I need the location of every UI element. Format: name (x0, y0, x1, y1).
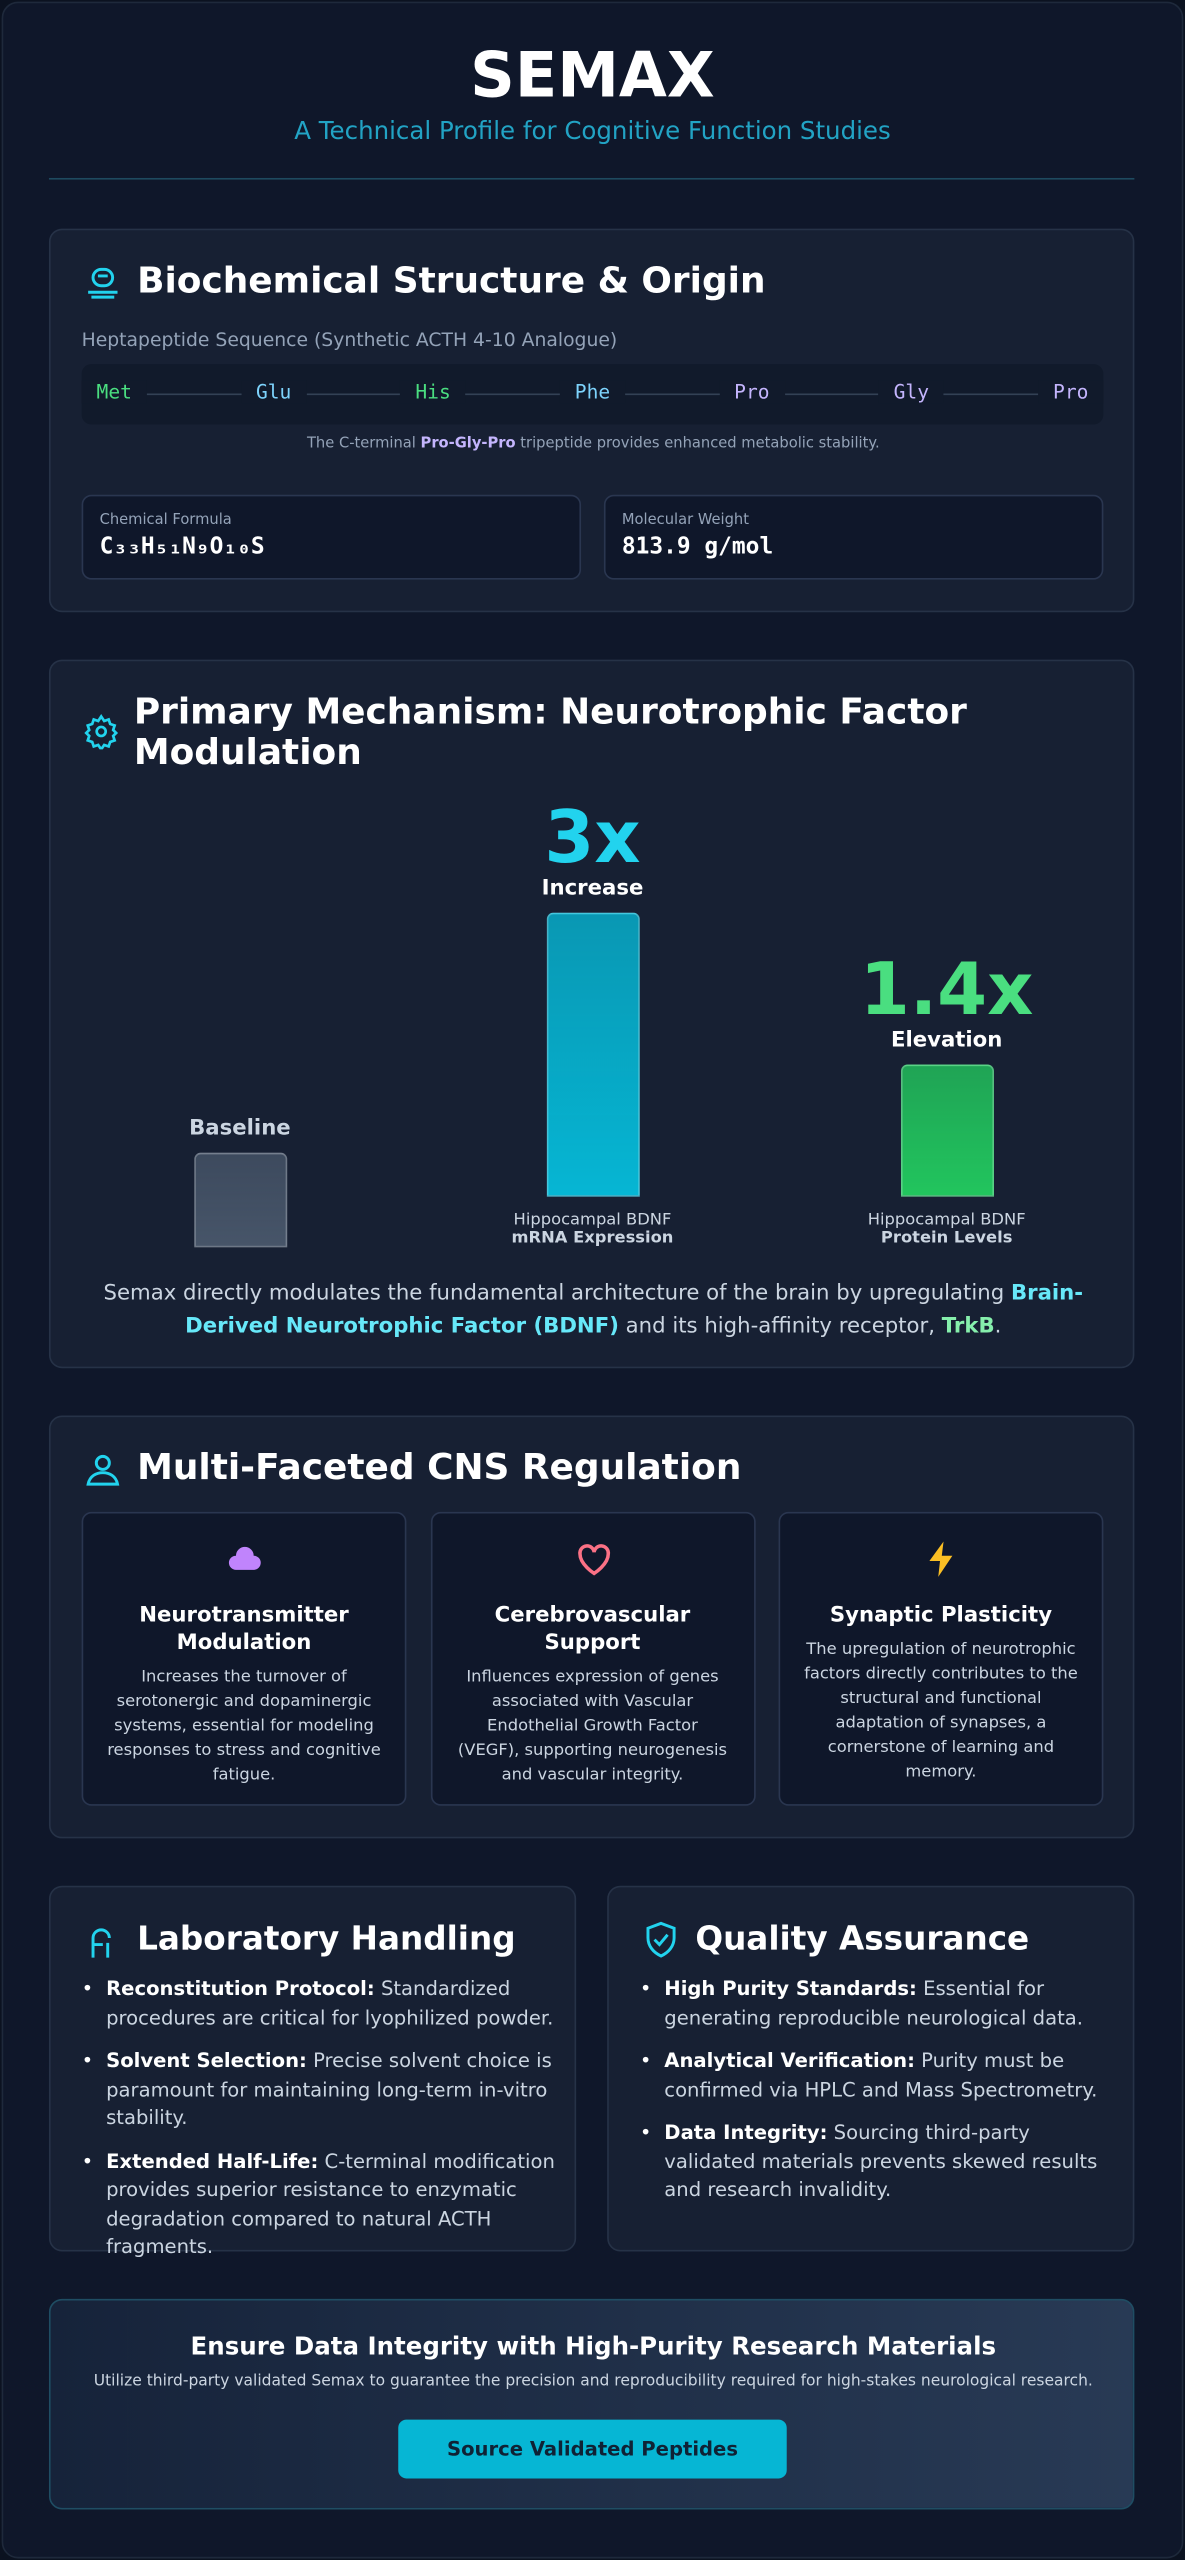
cta-title: Ensure Data Integrity with High-Purity R… (190, 2331, 997, 2361)
icon (91, 1928, 111, 1958)
bar (193, 1152, 287, 1248)
description-part: TrkB (941, 1314, 995, 1339)
section-title: Multi-Faceted CNS Regulation (137, 1448, 742, 1490)
list: High Purity Standards: Essential for gen… (640, 1976, 1113, 2220)
category-detail: mRNA Expression (511, 1229, 674, 1248)
item-text: Standardized procedures are critical for… (106, 1977, 554, 2029)
item-label: Extended Half-Life: (106, 2149, 319, 2173)
residue: Met (81, 380, 147, 404)
list-item: Solvent Selection: Precise solvent choic… (82, 2047, 555, 2133)
list-item: Data Integrity: Sourcing third-party val… (640, 2119, 1113, 2205)
label: Heptapeptide Sequence (Synthetic ACTH 4-… (81, 328, 618, 352)
feature-title: Synaptic Plasticity (829, 1603, 1053, 1628)
cta-text: Utilize third-party validated Semax to g… (93, 2372, 1093, 2391)
description-part: and its high-affinity receptor, (618, 1314, 942, 1339)
category-detail: Protein Levels (880, 1229, 1013, 1248)
structure-card: Biochemical Structure & Origin Heptapept… (48, 228, 1136, 613)
icon (88, 267, 118, 299)
item-label: Reconstitution Protocol: (106, 1977, 375, 2001)
bar (900, 1064, 994, 1197)
divider (48, 177, 1135, 180)
item-text: Essential for generating reproducible ne… (664, 1977, 1083, 2029)
item-label: Analytical Verification: (664, 2049, 915, 2072)
regulation-card: Multi-Faceted CNS Regulation Neurotransm… (48, 1415, 1135, 1839)
item-text: Sourcing third-party validated materials… (664, 2120, 1098, 2201)
section-title: Biochemical Structure & Origin (137, 261, 766, 303)
residue: Gly (878, 380, 944, 404)
note-part: The C-terminal (306, 435, 421, 453)
note-part: Pro-Gly-Pro (420, 435, 516, 453)
cta-card: Ensure Data Integrity with High-Purity R… (48, 2298, 1135, 2510)
residue: Pro (719, 380, 785, 404)
item-label: Solvent Selection: (106, 2049, 307, 2072)
residue: His (400, 380, 466, 404)
property: Molecular Weight 813.9 g/mol (603, 494, 1104, 580)
description-part: Semax directly modulates the fundamental… (103, 1281, 1011, 1307)
value-label: 3x (544, 796, 641, 881)
residue: Glu (241, 380, 307, 404)
property-value: C₃₃H₅₁N₉O₁₀S (99, 533, 265, 561)
item-text: Precise solvent choice is paramount for … (106, 2049, 552, 2130)
list-item: High Purity Standards: Essential for gen… (640, 1976, 1113, 2033)
value-caption: Elevation (890, 1028, 1003, 1053)
bar (545, 912, 640, 1197)
property-value: 813.9 g/mol (621, 533, 774, 561)
feature-title: Neurotransmitter Modulation (139, 1603, 349, 1656)
subtitle: A Technical Profile for Cognitive Functi… (294, 115, 891, 146)
section-title: Quality Assurance (695, 1918, 1030, 1958)
mechanism-card: Primary Mechanism: Neurotrophic Factor M… (48, 659, 1135, 1369)
handling-card: Laboratory Handling Reconstitution Proto… (48, 1885, 577, 2258)
icon (577, 1544, 610, 1576)
section-title: Laboratory Handling (137, 1918, 516, 1958)
property-label: Chemical Formula (99, 512, 232, 529)
item-label: High Purity Standards: (664, 1977, 917, 2001)
list-item: Reconstitution Protocol: Standardized pr… (82, 1976, 555, 2033)
feature-card: Synaptic Plasticity The upregulation of n… (778, 1511, 1104, 1806)
list-item: Analytical Verification: Purity must be … (640, 2047, 1113, 2104)
category-label: Hippocampal BDNF (867, 1211, 1026, 1230)
note: The C-terminal Pro-Gly-Pro tripeptide pr… (51, 436, 1136, 452)
icon (228, 1546, 261, 1570)
section-title: Primary Mechanism: Neurotrophic Factor M… (133, 692, 967, 774)
value-label: 1.4x (859, 948, 1034, 1032)
bar-column: 3x Increase Hippocampal BDNF mRNA Expressio… (462, 796, 723, 1248)
description: Semax directly modulates the fundamental… (83, 1278, 1103, 1343)
feature-text: The upregulation of neurotrophic factors… (804, 1640, 1078, 1782)
bar-column: Baseline (109, 1115, 370, 1248)
cta-button[interactable]: Source Validated Peptides (398, 2419, 787, 2479)
note-part: tripeptide provides enhanced metabolic s… (515, 435, 880, 453)
category-label: Hippocampal BDNF (513, 1211, 672, 1230)
bar-column: 1.4x Elevation Hippocampal BDNF Protein Lev… (816, 948, 1077, 1248)
item-text: Purity must be confirmed via HPLC and Ma… (664, 2049, 1098, 2101)
list: Reconstitution Protocol: Standardized pr… (82, 1976, 555, 2277)
item-text: C-terminal modification provides superio… (106, 2149, 555, 2259)
value-label: Baseline (189, 1116, 291, 1142)
feature-card: Neurotransmitter Modulation Increases the… (81, 1511, 407, 1806)
description-part: Brain-Derived Neurotrophic Factor (BDNF) (185, 1281, 1084, 1339)
feature-text: Increases the turnover of serotonergic a… (107, 1668, 381, 1785)
list-item: Extended Half-Life: C-terminal modificat… (82, 2148, 555, 2262)
sequence-bar: Met Glu His Phe Pro Gly Pro (81, 364, 1104, 425)
residue: Pro (1038, 380, 1104, 404)
quality-card: Quality Assurance High Purity Standards:… (607, 1885, 1135, 2252)
feature-text: Influences expression of genes associate… (457, 1668, 728, 1785)
icon (929, 1541, 953, 1577)
description-part: . (994, 1314, 1002, 1339)
item-label: Data Integrity: (664, 2120, 828, 2144)
residue: Phe (559, 380, 626, 404)
feature-card: Cerebrovascular Support Influences expres… (430, 1511, 755, 1806)
icon (86, 1454, 120, 1486)
property-label: Molecular Weight (621, 512, 750, 529)
property: Chemical Formula C₃₃H₅₁N₉O₁₀S (81, 494, 582, 580)
feature-title: Cerebrovascular Support (494, 1603, 691, 1656)
value-caption: Increase (541, 876, 644, 902)
icon (646, 1921, 676, 1958)
title: SEMAX (470, 39, 715, 112)
icon (84, 714, 119, 750)
